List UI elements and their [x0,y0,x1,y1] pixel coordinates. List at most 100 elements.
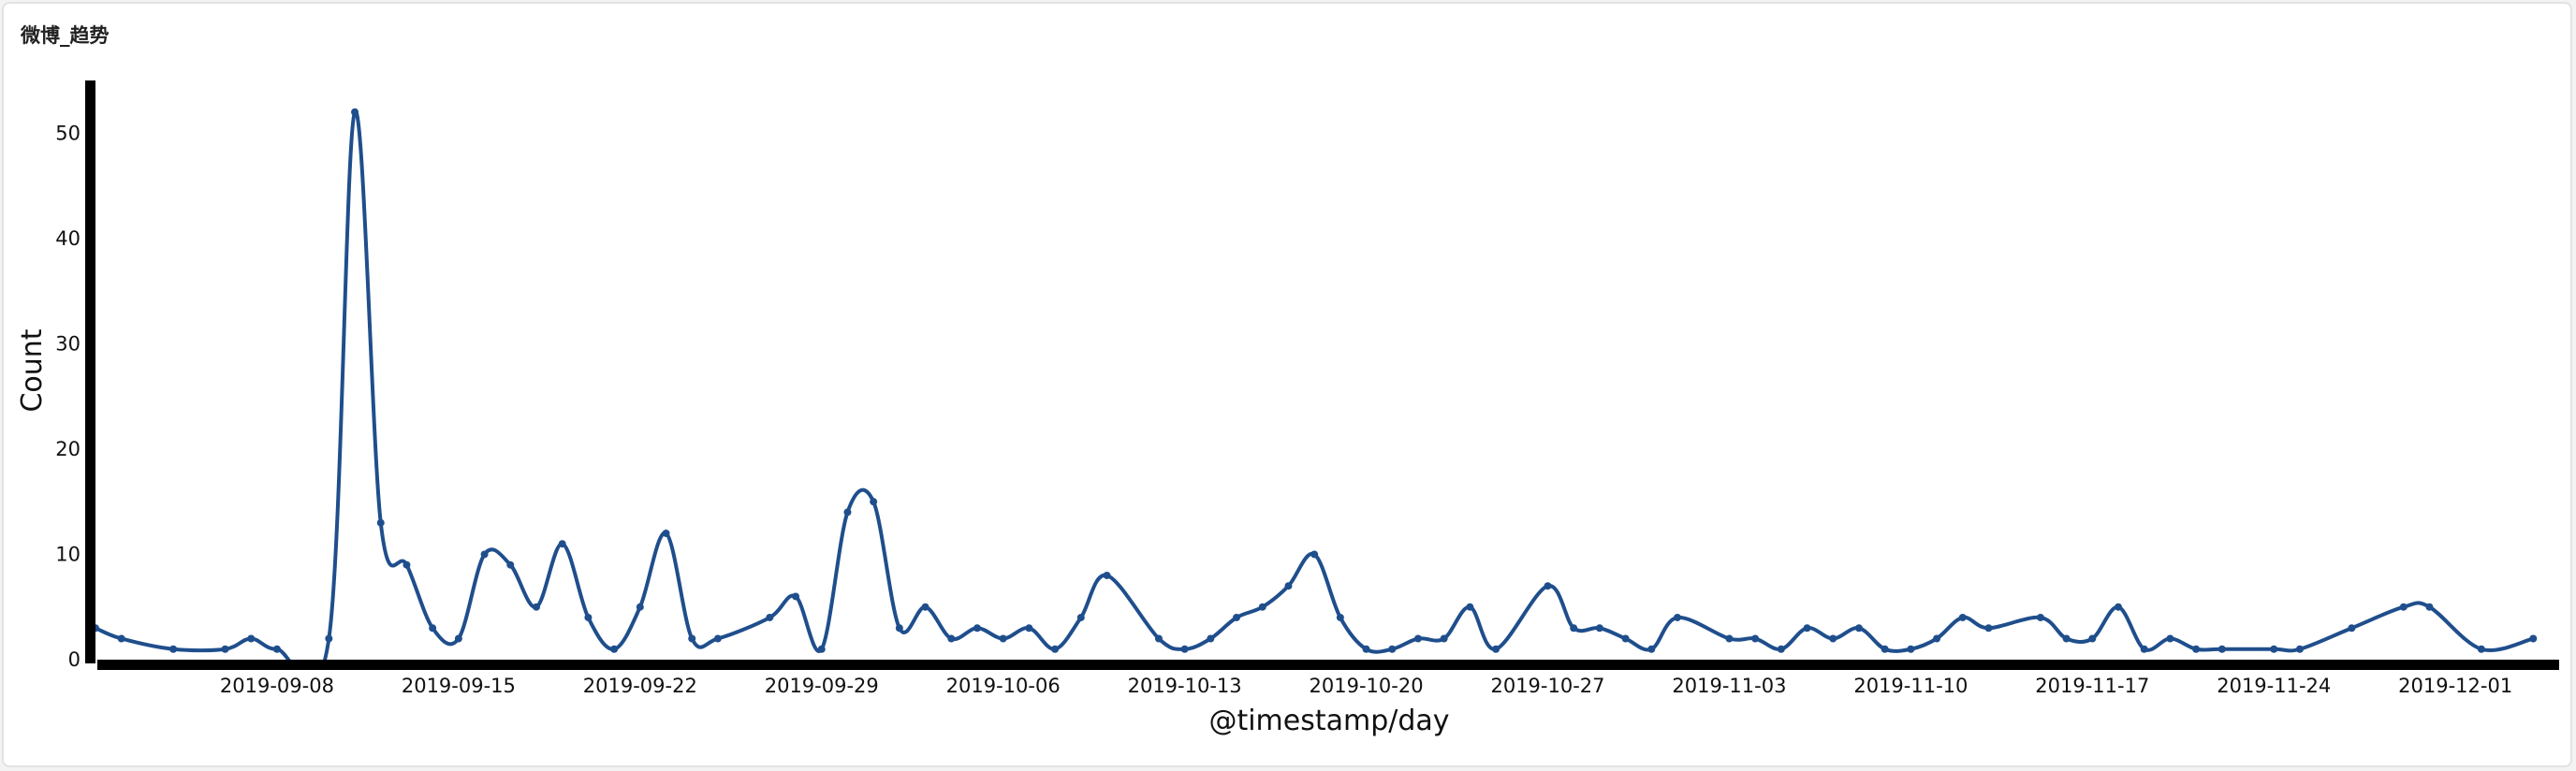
data-point [2477,645,2485,653]
data-point [1388,645,1397,653]
data-point [1284,582,1293,590]
data-point [376,518,385,527]
data-point [169,645,178,653]
data-point [2088,634,2097,643]
data-point [1154,634,1163,643]
data-point [272,645,281,653]
data-point [2036,613,2044,621]
data-point [2529,634,2538,643]
data-point [2270,645,2278,653]
data-point [1233,613,1241,621]
y-axis-label: Count [16,328,49,412]
series-points [92,108,2538,653]
data-point [870,498,878,506]
data-point [921,603,929,611]
data-point [1440,634,1448,643]
data-point [429,624,437,633]
data-point [1777,645,1785,653]
data-point [2425,603,2434,611]
data-point [1595,624,1603,633]
x-axis-line [97,660,2559,670]
y-axis-ticks: 0 10 20 30 40 50 [55,122,80,671]
y-tick-label: 0 [68,648,80,671]
data-point [2115,603,2123,611]
data-point [2192,645,2201,653]
data-point [1207,634,1215,643]
data-point [2399,603,2408,611]
data-point [973,624,981,633]
x-tick-label: 2019-09-22 [583,675,697,697]
series-line [94,109,2536,660]
data-point [454,634,462,643]
data-point [947,634,956,643]
data-point [1258,603,1266,611]
data-point [688,634,696,643]
data-point [1310,550,1319,559]
data-point [610,645,619,653]
x-tick-label: 2019-10-06 [946,675,1061,697]
x-tick-label: 2019-09-08 [220,675,334,697]
data-point [1025,624,1033,633]
data-point [1076,613,1085,621]
data-point [1466,603,1474,611]
data-point [221,645,229,653]
data-point [1907,645,1915,653]
data-point [713,634,722,643]
data-point [1492,645,1500,653]
y-tick-label: 20 [55,438,80,460]
data-point [1647,645,1656,653]
data-point [843,508,852,516]
x-tick-label: 2019-09-15 [402,675,516,697]
data-point [1336,613,1344,621]
data-point [636,603,644,611]
x-tick-label: 2019-11-24 [2217,675,2331,697]
data-point [1544,582,1552,590]
data-point [662,529,670,537]
data-point [1570,624,1578,633]
data-point [558,540,566,548]
data-point [895,624,903,633]
data-point [1180,645,1189,653]
data-point [480,550,489,559]
panel-title: 微博_趋势 [21,24,110,47]
data-point [2140,645,2148,653]
data-point [402,560,411,569]
data-point [2166,634,2174,643]
x-tick-label: 2019-11-17 [2035,675,2149,697]
data-point [1621,634,1630,643]
data-point [1751,634,1760,643]
x-tick-label: 2019-10-27 [1490,675,1604,697]
data-point [1051,645,1060,653]
x-tick-label: 2019-11-10 [1853,675,1968,697]
data-point [1933,634,1941,643]
data-point [325,634,333,643]
data-point [2295,645,2304,653]
data-point [1958,613,1967,621]
x-tick-label: 2019-10-13 [1128,675,1242,697]
y-tick-label: 10 [55,543,80,565]
y-tick-label: 30 [55,332,80,355]
data-point [1854,624,1863,633]
data-point [1881,645,1889,653]
data-point [1803,624,1811,633]
data-point [2062,634,2071,643]
data-point [2217,645,2226,653]
x-tick-label: 2019-12-01 [2398,675,2512,697]
data-point [1362,645,1370,653]
y-tick-label: 40 [55,227,80,250]
data-point [532,603,540,611]
data-point [247,634,256,643]
data-point [584,613,593,621]
x-axis-ticks: 2019-09-08 2019-09-15 2019-09-22 2019-09-29… [220,675,2512,697]
x-tick-label: 2019-09-29 [765,675,879,697]
data-point [1829,634,1837,643]
data-point [1103,571,1111,579]
x-axis-label: @timestamp/day [1208,705,1449,737]
y-axis-line [85,80,95,663]
data-point [1674,613,1682,621]
x-tick-label: 2019-10-20 [1310,675,1424,697]
data-point [351,108,359,116]
data-point [766,613,774,621]
